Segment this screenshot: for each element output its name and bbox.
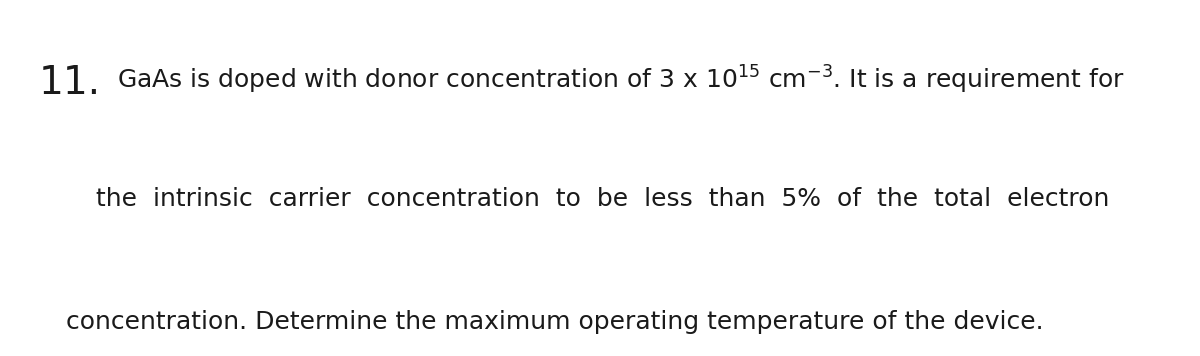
- Text: 11.: 11.: [38, 64, 101, 102]
- Text: GaAs is doped with donor concentration of 3 x 10$^{15}$ cm$^{-3}$. It is a requi: GaAs is doped with donor concentration o…: [116, 64, 1124, 96]
- Text: concentration. Determine the maximum operating temperature of the device.: concentration. Determine the maximum ope…: [66, 310, 1044, 334]
- Text: the  intrinsic  carrier  concentration  to  be  less  than  5%  of  the  total  : the intrinsic carrier concentration to b…: [96, 187, 1110, 211]
